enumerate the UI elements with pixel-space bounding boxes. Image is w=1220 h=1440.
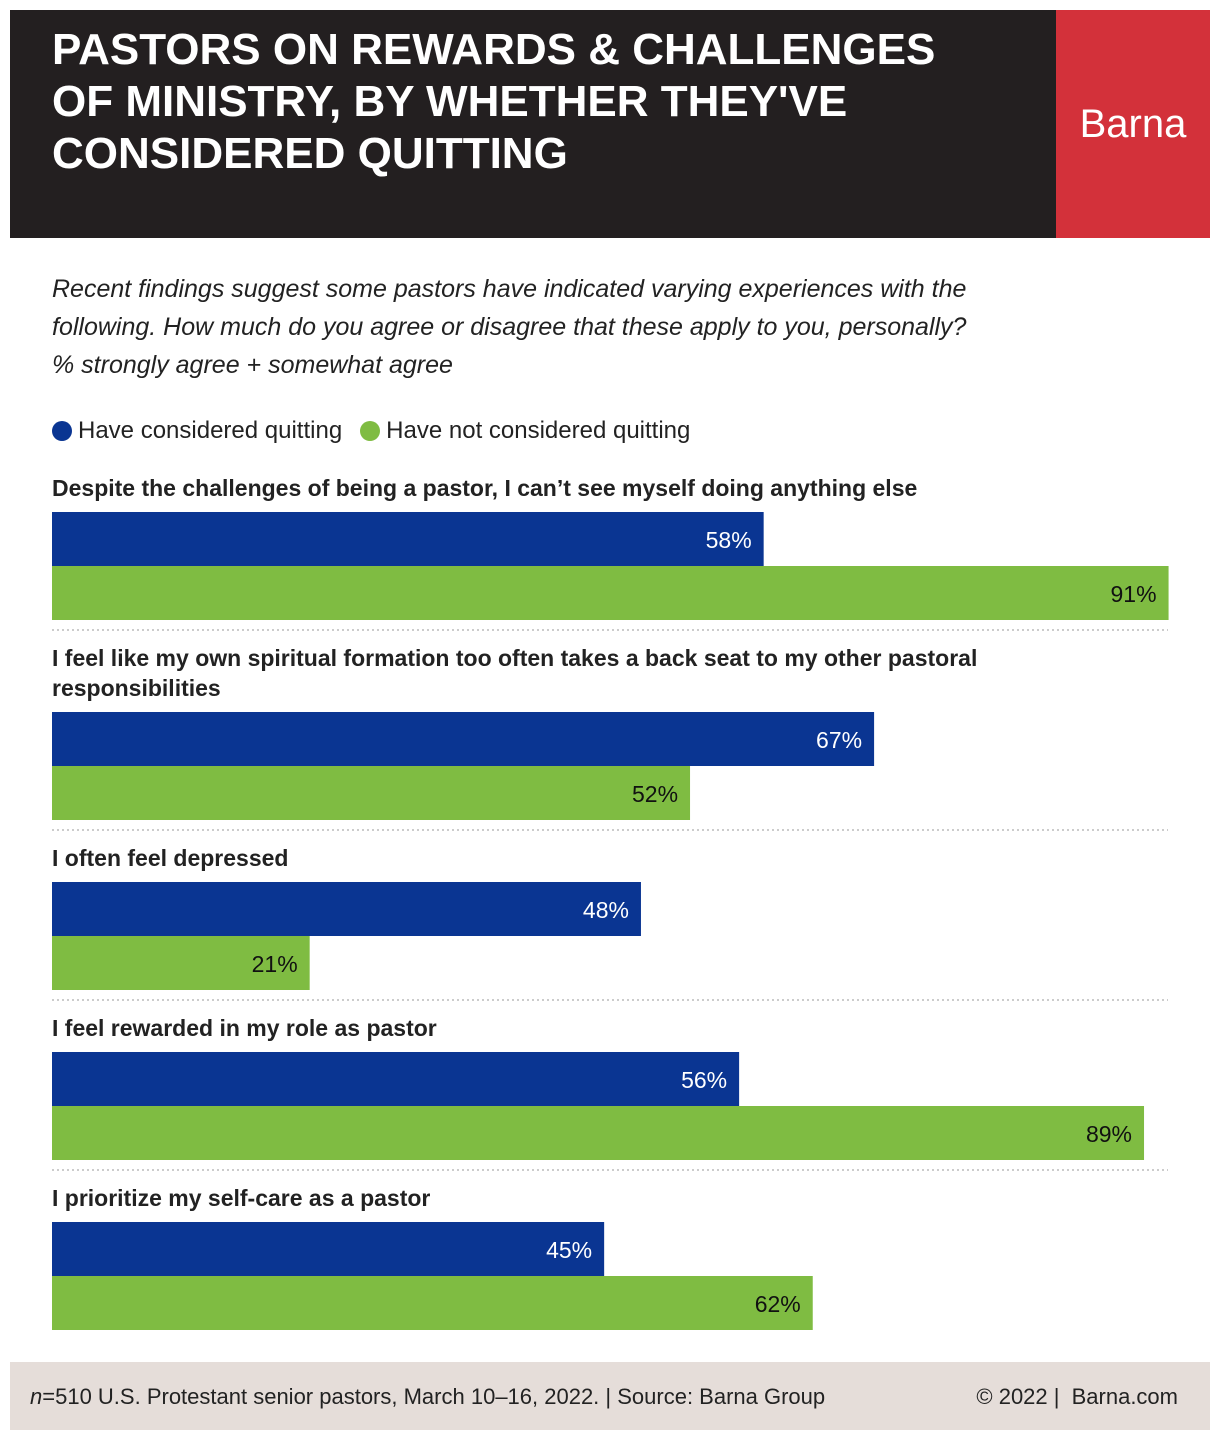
subtitle-line-1: Recent findings suggest some pastors hav… [52,275,967,303]
page-title: PASTORS ON REWARDS & CHALLENGES OF MINIS… [52,25,936,178]
legend-swatch-not-considered [360,421,381,441]
data-label-considered-3: 56% [681,1067,727,1093]
bar-considered-3 [52,1052,740,1106]
footer-site[interactable]: Barna.com [1071,1384,1178,1409]
data-label-considered-0: 58% [706,527,752,553]
legend-item-considered: Have considered quitting [52,417,342,445]
question-label-3: I feel rewarded in my role as pastor [52,1015,437,1041]
brand-name: Barna [1079,101,1187,146]
subtitle-line-2: following. How much do you agree or disa… [52,313,967,341]
footer-copyright: © 2022 | [976,1384,1060,1409]
data-label-not-considered-4: 62% [755,1291,801,1317]
footer: n=510 U.S. Protestant senior pastors, Ma… [10,1362,1210,1430]
bar-not-considered-4 [52,1276,813,1330]
bar-considered-1 [52,712,875,766]
data-label-not-considered-0: 91% [1111,581,1157,607]
subtitle-line-3: % strongly agree + somewhat agree [52,351,453,379]
header-banner: PASTORS ON REWARDS & CHALLENGES OF MINIS… [10,10,1056,238]
bar-considered-4 [52,1222,605,1276]
question-label-2: I often feel depressed [52,845,288,871]
legend-swatch-considered [52,421,72,441]
question-label-1-line-1: responsibilities [52,675,221,701]
bar-not-considered-2 [52,936,310,990]
question-label-4: I prioritize my self-care as a pastor [52,1185,430,1211]
data-label-not-considered-2: 21% [252,951,298,977]
brand-logo: Barna [1056,10,1210,238]
bar-not-considered-3 [52,1106,1145,1160]
footer-right: © 2022 | Barna.com [970,1384,1178,1410]
bar-not-considered-1 [52,766,691,820]
chart-legend: Have considered quitting Have not consid… [52,414,708,448]
bar-considered-0 [52,512,764,566]
data-label-considered-1: 67% [816,727,862,753]
footer-note-text: =510 U.S. Protestant senior pastors, Mar… [42,1384,826,1409]
data-label-not-considered-3: 89% [1086,1121,1132,1147]
chart-subtitle: Recent findings suggest some pastors hav… [52,270,1162,384]
bar-considered-2 [52,882,641,936]
legend-label-not-considered: Have not considered quitting [386,417,691,444]
footer-n-label: n [30,1384,43,1409]
question-label-1-line-0: I feel like my own spiritual formation t… [52,645,977,671]
bar-chart: Despite the challenges of being a pastor… [52,475,1169,1330]
data-label-not-considered-1: 52% [632,781,678,807]
question-label-0: Despite the challenges of being a pastor… [52,475,917,501]
footer-note: n=510 U.S. Protestant senior pastors, Ma… [30,1384,825,1410]
legend-item-not-considered: Have not considered quitting [360,417,690,445]
data-label-considered-2: 48% [583,897,629,923]
bar-not-considered-0 [52,566,1169,620]
legend-label-considered: Have considered quitting [78,417,343,444]
data-label-considered-4: 45% [546,1237,592,1263]
